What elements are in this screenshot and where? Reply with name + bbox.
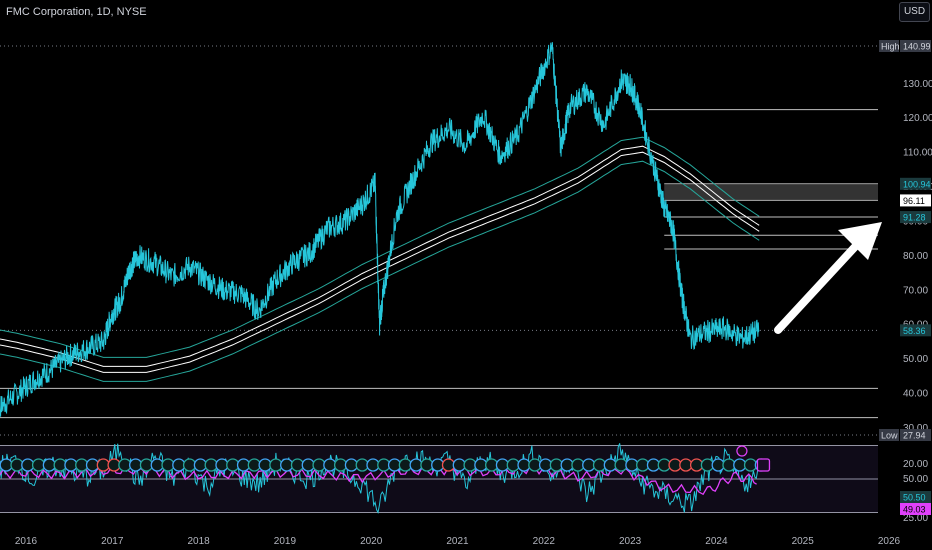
- arrow-shaft: [774, 232, 869, 334]
- level-tag-3-bg: [900, 211, 931, 224]
- y-tick-label: 120.00: [903, 113, 932, 124]
- rsi-y-tick-label: 25.00: [903, 513, 928, 524]
- ma-band: [0, 136, 760, 382]
- high-tag-value: 140.99: [903, 42, 931, 52]
- arrow-head: [838, 222, 882, 260]
- level-tag-3-value: 91.28: [903, 213, 926, 223]
- rsi-y-tick-label: 20.00: [903, 459, 928, 470]
- last-price-tag: 58.36: [900, 324, 931, 337]
- level-tag-3: 91.28: [900, 211, 931, 224]
- up-arrow-annotation: [774, 222, 882, 334]
- x-tick-label: 2024: [705, 536, 728, 547]
- rsi-value-tag: 50.50: [900, 491, 931, 503]
- high-tag-label-bg: [879, 40, 899, 52]
- x-tick-label: 2016: [15, 536, 38, 547]
- last-price-tag-bg: [900, 324, 931, 337]
- high-tag-bg: [900, 40, 931, 52]
- y-tick-label: 30.00: [903, 423, 928, 434]
- currency-button[interactable]: USD: [899, 2, 930, 22]
- ma-band-lower: [0, 160, 760, 382]
- price-line: [0, 42, 760, 417]
- rsi-ma-value-tag: 49.03: [900, 503, 931, 515]
- level-tag-2-bg: [900, 194, 931, 207]
- ma-band-mid-lower: [0, 151, 760, 373]
- x-tick-label: 2020: [360, 536, 383, 547]
- low-tag-bg: [900, 429, 931, 441]
- y-tick-label: 70.00: [903, 285, 928, 296]
- chart-title: FMC Corporation, 1D, NYSE: [6, 6, 147, 18]
- level-tag-2-value: 96.11: [903, 196, 925, 206]
- rsi-value-tag-bg: [900, 491, 931, 503]
- low-tag-value: 27.94: [903, 431, 926, 441]
- low-tag-label: Low: [881, 431, 898, 441]
- x-tick-label: 2026: [878, 536, 901, 547]
- level-tag-1: 100.94: [900, 177, 931, 190]
- rsi-band-fill: [0, 445, 878, 513]
- x-tick-label: 2022: [533, 536, 556, 547]
- upcoming-earnings-marker[interactable]: [756, 458, 771, 472]
- y-tick-label: 110.00: [903, 148, 932, 159]
- level-tag-1-bg: [900, 177, 931, 190]
- ma-band-mid-upper: [0, 145, 760, 367]
- y-tick-label: 40.00: [903, 389, 928, 400]
- y-tick-label: 80.00: [903, 251, 928, 262]
- low-tag-label-bg: [879, 429, 899, 441]
- resistance-zone: [664, 183, 878, 201]
- rsi-y-tick-label: 50.00: [903, 474, 928, 485]
- x-tick-label: 2021: [446, 536, 469, 547]
- rsi-ma-value-tag-value: 49.03: [903, 505, 926, 515]
- lightning-icon[interactable]: [736, 445, 748, 457]
- horizontal-levels: [0, 45, 878, 436]
- level-tag-2: 96.11: [900, 194, 931, 207]
- event-markers-row: [0, 445, 771, 472]
- rsi-panel: [0, 443, 878, 515]
- y-tick-label: 130.00: [903, 79, 932, 90]
- x-tick-label: 2019: [274, 536, 297, 547]
- rsi-ma-value-tag-bg: [900, 503, 931, 515]
- x-tick-label: 2025: [792, 536, 815, 547]
- ma-band-upper: [0, 136, 760, 358]
- x-tick-label: 2017: [101, 536, 124, 547]
- axes: 30.0040.0050.0060.0070.0080.0090.00100.0…: [15, 79, 932, 547]
- level-tag-1-value: 100.94: [903, 179, 931, 189]
- high-tag: High 140.99: [879, 40, 931, 52]
- high-tag-label: High: [881, 42, 900, 52]
- y-tick-label: 50.00: [903, 354, 928, 365]
- rsi-value-tag-value: 50.50: [903, 493, 926, 503]
- last-price-tag-value: 58.36: [903, 326, 926, 336]
- x-tick-label: 2018: [187, 536, 210, 547]
- price-tags: High 140.99 Low 27.94 100.94 96.11 91.28 58.36 5…: [879, 40, 931, 515]
- low-tag: Low 27.94: [879, 429, 931, 441]
- x-tick-label: 2023: [619, 536, 642, 547]
- price-series: [0, 42, 760, 417]
